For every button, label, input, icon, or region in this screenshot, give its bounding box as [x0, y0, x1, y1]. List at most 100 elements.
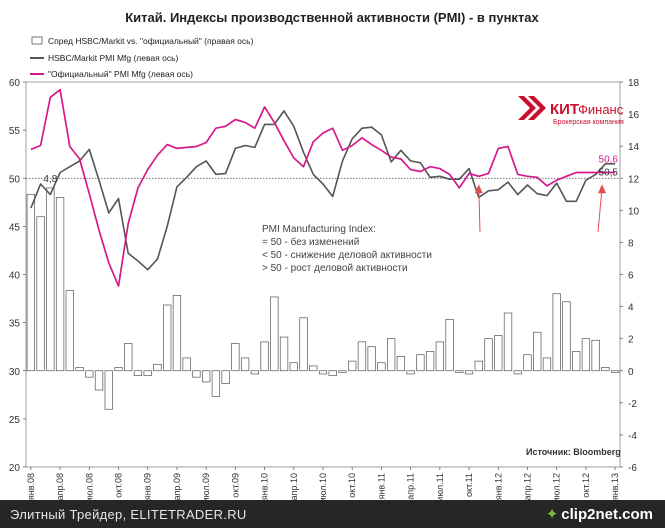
x-axis-label: июл.12: [552, 473, 562, 500]
spread-bar: [416, 354, 425, 372]
logo-tagline: Брокерская компания: [553, 119, 624, 126]
spread-bar: [338, 370, 347, 373]
x-axis-label: апр.10: [289, 473, 299, 500]
spread-bar: [523, 354, 532, 372]
spread-bar: [231, 343, 240, 372]
right-axis-label: 14: [628, 142, 640, 153]
x-axis-label: июл.09: [201, 473, 211, 500]
logo-mark-icon-2: [528, 96, 546, 120]
spread-bar: [484, 338, 493, 372]
spread-bar: [309, 365, 318, 372]
x-axis-label: окт.10: [347, 473, 357, 498]
x-axis-label: янв.10: [260, 473, 270, 500]
spread-bar: [445, 319, 454, 372]
left-axis-label: 35: [9, 319, 21, 330]
annotation-above50: > 50 - рост деловой активности: [262, 263, 408, 274]
spread-bar: [260, 341, 269, 372]
spread-bar: [26, 193, 36, 372]
spread-bar: [494, 335, 503, 372]
spread-bar: [533, 331, 542, 372]
x-axis-label: апр.08: [55, 473, 65, 500]
spread-bar: [299, 317, 308, 372]
spread-bar: [464, 370, 474, 375]
right-axis-label: 16: [628, 110, 640, 121]
logo-mark-icon: [518, 96, 536, 120]
left-axis-label: 50: [9, 174, 21, 185]
spread-bar: [36, 216, 45, 372]
right-axis-label: -2: [628, 399, 637, 410]
chart-title: Китай. Индексы производственной активнос…: [125, 10, 539, 25]
right-axis-label: 4: [628, 303, 634, 314]
left-axis-label: 55: [9, 126, 21, 137]
spread-bar: [192, 370, 201, 378]
spread-bar: [172, 295, 182, 372]
spread-bar: [289, 362, 298, 372]
spread-bar: [562, 301, 571, 372]
left-axis-label: 60: [9, 78, 21, 89]
spread-bar: [201, 370, 211, 383]
spread-bar: [513, 370, 522, 375]
annotation-pmi-title: PMI Manufacturing Index:: [262, 224, 376, 235]
spread-bar: [182, 357, 191, 372]
spread-bar: [610, 370, 620, 373]
x-axis-label: июл.11: [435, 473, 445, 500]
spread-bar: [124, 343, 133, 372]
spread-bar: [163, 304, 172, 372]
right-axis-label: 8: [628, 238, 634, 249]
red-arrow-head: [474, 184, 483, 194]
spread-bar: [279, 336, 289, 372]
right-axis-label: -4: [628, 431, 637, 442]
spread-bar: [581, 338, 591, 372]
spread-bar: [94, 370, 104, 391]
spread-bar: [601, 367, 610, 372]
right-axis-label: 10: [628, 206, 640, 217]
spread-bar: [474, 360, 483, 372]
x-axis-label: апр.12: [522, 473, 532, 500]
left-axis-label: 45: [9, 222, 21, 233]
red-arrow-shaft: [597, 188, 603, 233]
spread-bar: [348, 360, 357, 372]
spread-bar: [455, 370, 464, 373]
logo-brand: КИТ: [550, 101, 579, 118]
spread-bar: [542, 357, 552, 372]
spread-bar: [357, 341, 367, 372]
annotation-eq50: = 50 - без изменений: [262, 236, 359, 248]
spread-bar: [572, 351, 581, 372]
spread-bar: [591, 339, 600, 372]
spread-max-label: 4,8: [43, 174, 57, 185]
right-axis-label: 2: [628, 335, 634, 346]
spread-bar: [55, 197, 65, 372]
spread-bar: [143, 370, 152, 376]
spread-bar: [240, 357, 250, 372]
right-axis-label: -6: [628, 463, 637, 474]
spread-bar: [104, 370, 113, 410]
x-axis-label: окт.12: [581, 473, 591, 498]
spread-bar: [387, 338, 396, 372]
left-axis-label: 40: [9, 271, 21, 282]
x-axis-label: окт.08: [114, 473, 124, 498]
spread-bar: [425, 351, 435, 372]
footer-site-text[interactable]: Элитный Трейдер, ELITETRADER.RU: [10, 507, 247, 522]
x-axis-label: июл.08: [84, 473, 94, 500]
spread-bar: [211, 370, 221, 397]
right-axis-label: 6: [628, 271, 634, 282]
spread-bar: [318, 370, 328, 375]
spread-bar: [221, 370, 230, 384]
legend-bar-swatch: [31, 36, 43, 45]
left-axis-label: 20: [9, 463, 21, 474]
x-axis-label: янв.13: [610, 473, 620, 500]
red-arrow-shaft: [478, 188, 481, 233]
spread-bar: [377, 362, 386, 372]
spread-bar: [406, 370, 415, 375]
right-axis-label: 0: [628, 367, 634, 378]
hsbc-pmi-line: [30, 110, 616, 271]
legend-label-spread: Спред HSBC/Markit vs. "официальный" (пра…: [48, 36, 254, 46]
footer-bar: Элитный Трейдер, ELITETRADER.RU ✦ clip2ne…: [0, 500, 665, 528]
official-last-value-label: 50,6: [599, 154, 619, 165]
spread-bar: [133, 370, 143, 376]
x-axis-label: июл.10: [318, 473, 328, 500]
clip2net-logo[interactable]: ✦ clip2net.com: [546, 505, 653, 523]
spread-bar: [75, 367, 84, 372]
spread-bar: [270, 296, 279, 372]
clip2net-leaf-icon: ✦: [545, 506, 559, 523]
